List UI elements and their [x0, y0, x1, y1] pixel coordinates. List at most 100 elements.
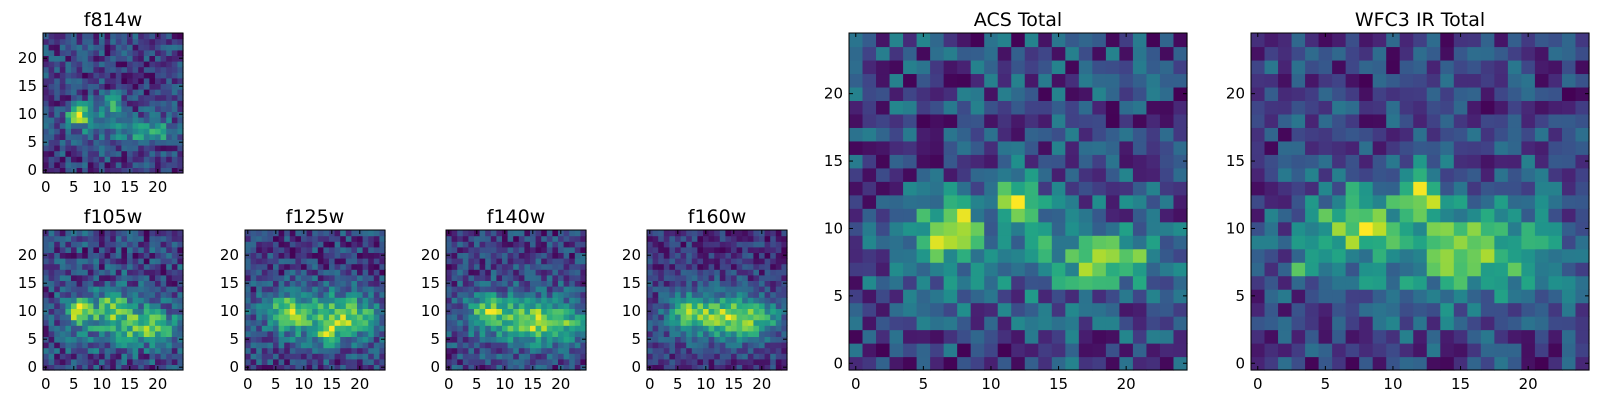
x-tick-label: 20 — [752, 375, 771, 393]
heatmap-cell — [245, 325, 252, 332]
heatmap-cell — [1426, 235, 1441, 250]
heatmap-cell — [93, 38, 100, 45]
heatmap-cell — [731, 258, 738, 265]
heatmap-cell — [59, 286, 66, 293]
heatmap-cell — [138, 358, 145, 365]
heatmap-cell — [177, 347, 184, 354]
heatmap-cell — [76, 263, 83, 270]
heatmap-cell — [563, 235, 570, 242]
heatmap-cell — [250, 252, 257, 259]
heatmap-cell — [457, 319, 464, 326]
heatmap-cell — [149, 336, 156, 343]
heatmap-cell — [1092, 127, 1107, 142]
heatmap-cell — [110, 274, 117, 281]
heatmap-cell — [862, 86, 877, 101]
heatmap-cell — [663, 291, 670, 298]
heatmap-cell — [143, 269, 150, 276]
heatmap-cell — [675, 252, 682, 259]
x-tick-label: 5 — [271, 375, 281, 393]
heatmap-cell — [725, 252, 732, 259]
heatmap-cell — [93, 358, 100, 365]
heatmap-cell — [171, 325, 178, 332]
heatmap-cell — [312, 308, 319, 315]
heatmap-cell — [71, 319, 78, 326]
heatmap-cell — [759, 263, 766, 270]
heatmap-cell — [127, 286, 134, 293]
heatmap-cell — [171, 280, 178, 287]
heatmap-cell — [127, 269, 134, 276]
heatmap-cell — [1399, 302, 1414, 317]
heatmap-cell — [1078, 59, 1093, 75]
heatmap-cell — [82, 241, 89, 248]
heatmap-cell — [121, 252, 128, 259]
heatmap-cell — [362, 364, 369, 371]
heatmap-cell — [889, 154, 904, 169]
heatmap-cell — [149, 230, 156, 237]
heatmap-cell — [340, 280, 347, 287]
heatmap-cell — [1345, 316, 1360, 331]
heatmap-cell — [362, 291, 369, 298]
heatmap-cell — [115, 55, 122, 62]
heatmap-cell — [43, 235, 50, 242]
heatmap-cell — [742, 302, 749, 309]
heatmap-cell — [289, 230, 296, 237]
heatmap-cell — [490, 342, 497, 349]
heatmap-cell — [541, 302, 548, 309]
heatmap-cell — [1386, 100, 1401, 115]
heatmap-cell — [747, 241, 754, 248]
heatmap-cell — [1399, 113, 1414, 128]
heatmap-cell — [166, 100, 173, 107]
heatmap-cell — [43, 117, 50, 124]
heatmap-cell — [1426, 86, 1441, 101]
heatmap-cell — [306, 358, 313, 365]
heatmap-cell — [261, 353, 268, 360]
heatmap-cell — [1173, 140, 1188, 155]
heatmap-cell — [177, 286, 184, 293]
heatmap-cell — [65, 330, 72, 337]
heatmap-cell — [719, 230, 726, 237]
heatmap-cell — [127, 342, 134, 349]
heatmap-cell — [781, 314, 788, 321]
heatmap-cell — [54, 111, 61, 118]
heatmap-cell — [245, 263, 252, 270]
heatmap-cell — [99, 44, 106, 51]
heatmap-cell — [446, 319, 453, 326]
heatmap-cell — [1132, 208, 1148, 223]
heatmap-cell — [1426, 221, 1441, 236]
heatmap-cell — [1038, 248, 1053, 263]
heatmap-cell — [1092, 289, 1107, 304]
heatmap-cell — [1359, 248, 1374, 263]
axes-frame — [42, 229, 184, 371]
heatmap-cell — [155, 291, 162, 298]
heatmap-cell — [149, 145, 156, 152]
heatmap-cell — [541, 252, 548, 259]
heatmap-cell — [764, 280, 771, 287]
heatmap-cell — [48, 66, 55, 73]
heatmap-cell — [775, 302, 782, 309]
heatmap-cell — [1494, 46, 1509, 61]
heatmap-cell — [132, 353, 139, 360]
heatmap-cell — [110, 325, 117, 332]
heatmap-cell — [138, 83, 145, 90]
heatmap-cell — [686, 308, 693, 315]
heatmap-cell — [127, 274, 134, 281]
heatmap-cell — [284, 325, 291, 332]
heatmap-cell — [340, 246, 347, 253]
heatmap-cell — [1065, 356, 1080, 371]
heatmap-cell — [490, 258, 497, 265]
heatmap-cell — [54, 66, 61, 73]
heatmap-cell — [1332, 329, 1347, 344]
heatmap-cell — [764, 364, 771, 371]
heatmap-cell — [1467, 154, 1482, 169]
heatmap-cell — [256, 235, 263, 242]
heatmap-cell — [652, 358, 659, 365]
y-tick-label: 10 — [18, 105, 37, 123]
heatmap-cell — [1534, 86, 1550, 101]
heatmap-cell — [362, 330, 369, 337]
heatmap-cell — [160, 274, 167, 281]
heatmap-cell — [731, 353, 738, 360]
heatmap-cell — [770, 353, 777, 360]
heatmap-cell — [680, 258, 687, 265]
heatmap-cell — [513, 291, 520, 298]
heatmap-cell — [99, 66, 106, 73]
